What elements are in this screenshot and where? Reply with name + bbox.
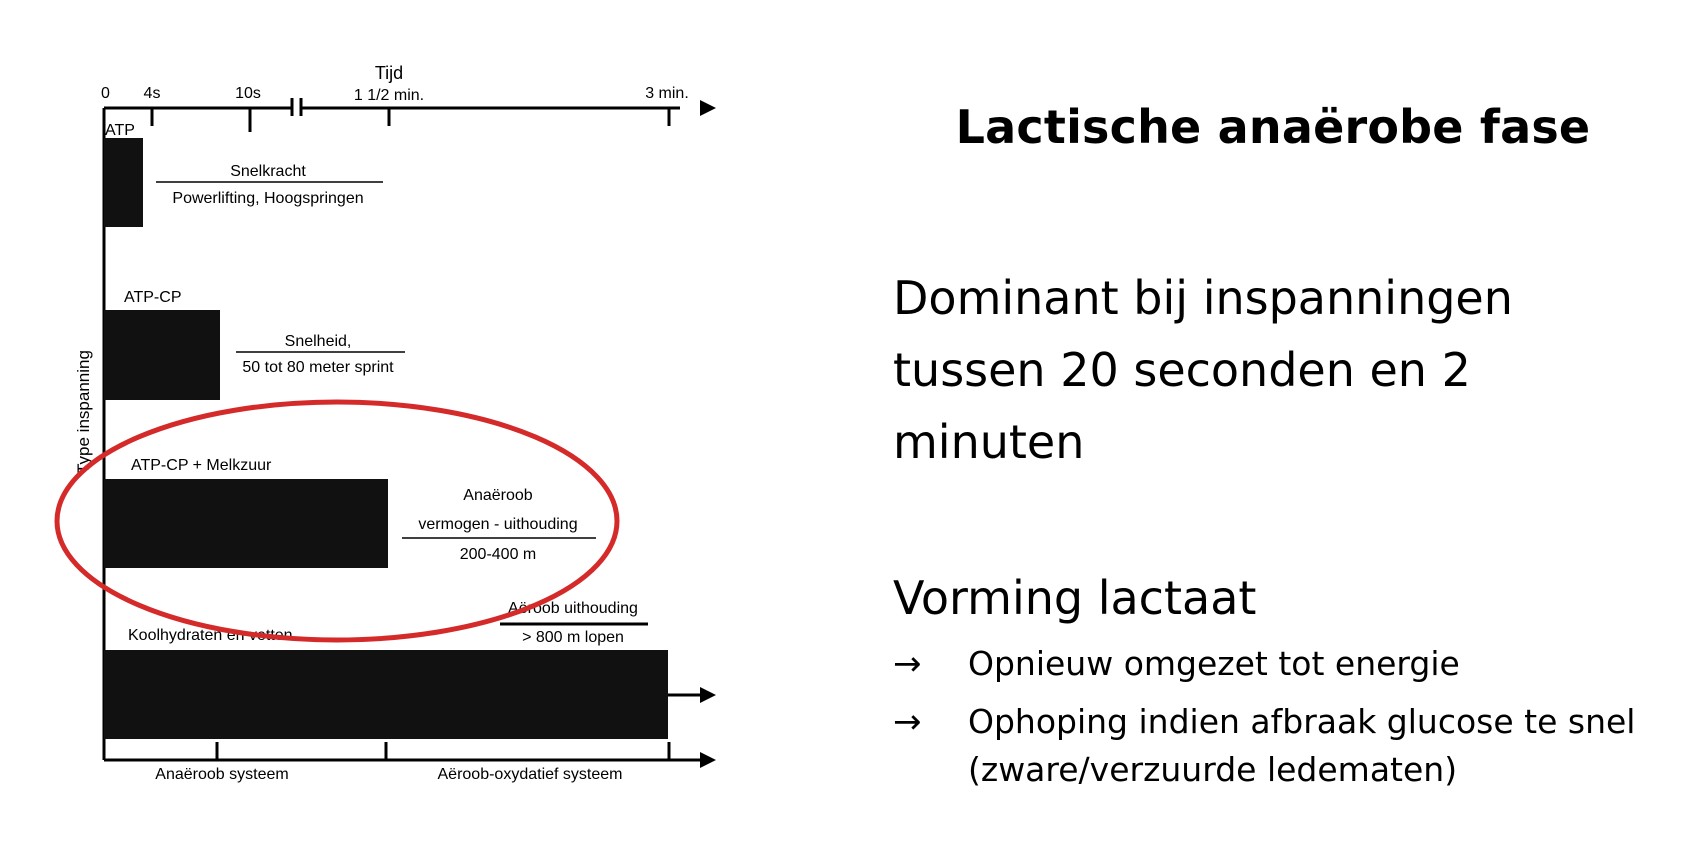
aerobic-activity-bottom: > 800 m lopen — [522, 629, 624, 646]
slide-title: Lactische anaërobe fase — [955, 100, 1591, 154]
atp-cp-bar — [104, 310, 220, 400]
list-item: → Ophoping indien afbraak glucose te sne… — [893, 698, 1683, 794]
carbs-fats-bar-arrow — [700, 687, 716, 703]
tick-label-1-5min: 1 1/2 min. — [354, 87, 424, 104]
bullet-1-line-1: Opnieuw omgezet tot energie — [968, 644, 1460, 683]
lactic-activity-line2: vermogen - uithouding — [418, 516, 577, 533]
dominant-line-2: tussen 20 seconden en 2 — [893, 343, 1471, 397]
system-axis — [102, 742, 702, 762]
lactic-activity-line1: Anaëroob — [463, 487, 532, 504]
atp-cp-label: ATP-CP — [124, 289, 181, 306]
atp-label: ATP — [105, 122, 135, 139]
atp-cp-lactic-bar — [104, 479, 388, 568]
aerobic-system-label: Aëroob-oxydatief systeem — [438, 766, 623, 783]
atp-activity-bottom: Powerlifting, Hoogspringen — [172, 190, 363, 207]
list-item: → Opnieuw omgezet tot energie — [893, 640, 1683, 688]
right-arrow-icon: → — [893, 644, 922, 684]
system-axis-arrow — [700, 752, 716, 768]
y-axis-label: Type inspanning — [74, 350, 93, 474]
carbs-fats-label: Koolhydraten en vetten — [128, 627, 293, 644]
tick-label-10s: 10s — [235, 85, 261, 102]
tick-label-4s: 4s — [144, 85, 161, 102]
bullet-2-line-1: Ophoping indien afbraak glucose te snel — [968, 702, 1636, 741]
time-axis — [104, 98, 680, 132]
lactate-bullet-list: → Opnieuw omgezet tot energie → Ophoping… — [893, 640, 1683, 804]
carbs-fats-bar — [104, 650, 668, 739]
energy-systems-diagram: Tijd 0 4s 10s 1 1/2 min. 3 min. Type ins… — [54, 63, 716, 783]
slide-text-panel: Lactische anaërobe fase Dominant bij ins… — [893, 0, 1673, 856]
highlight-ellipse — [54, 399, 620, 643]
anaerobic-system-label: Anaëroob systeem — [155, 766, 288, 783]
lactic-activity-line3: 200-400 m — [460, 546, 537, 563]
dominant-line-3: minuten — [893, 415, 1085, 469]
atp-activity-top: Snelkracht — [230, 163, 306, 180]
bullet-2-line-2: (zware/verzuurde ledematen) — [968, 750, 1458, 789]
tick-label-3min: 3 min. — [645, 85, 689, 102]
atp-cp-lactic-label: ATP-CP + Melkzuur — [131, 457, 272, 474]
lactate-heading: Vorming lactaat — [893, 571, 1257, 625]
atp-cp-activity-bottom: 50 tot 80 meter sprint — [242, 359, 394, 376]
time-axis-label: Tijd — [375, 63, 403, 83]
right-arrow-icon: → — [893, 702, 922, 742]
dominant-line-1: Dominant bij inspanningen — [893, 271, 1513, 325]
tick-label-0: 0 — [101, 85, 110, 102]
atp-bar — [104, 138, 143, 227]
atp-cp-activity-top: Snelheid, — [285, 333, 352, 350]
dominant-paragraph: Dominant bij inspanningen tussen 20 seco… — [893, 262, 1673, 478]
time-axis-arrow — [700, 100, 716, 116]
